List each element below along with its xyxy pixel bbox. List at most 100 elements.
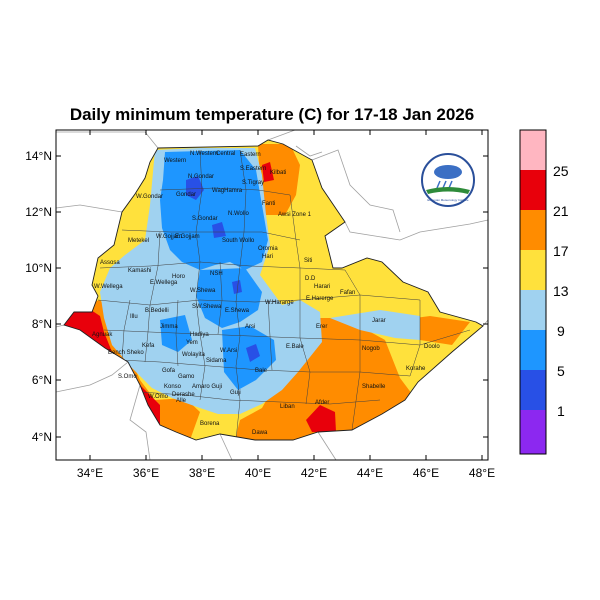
zone-label: SW.Shewa (192, 304, 222, 310)
lat-tick-14: 14°N (25, 149, 488, 163)
logo-rain (436, 180, 453, 189)
colorbar-box (520, 130, 546, 170)
zone-label: E.Gojjam (175, 234, 200, 240)
lat-tick-4: 4°N (32, 430, 488, 444)
map-title: Daily minimum temperature (C) for 17-18 … (70, 105, 474, 124)
contour-cold-central (196, 268, 262, 328)
colorbar-frame (519, 129, 547, 455)
colorbar-box (520, 370, 546, 410)
zone-label: N.Wollo (228, 211, 250, 217)
zone-label: Erer (316, 324, 327, 330)
zone-label: S.Gondar (192, 216, 218, 222)
longitude-axis: 34°E 36°E 38°E 40°E 42°E 44°E 46°E 48°E (77, 130, 495, 480)
colorbar-label: 25 (553, 163, 569, 179)
zone-label: Borena (200, 421, 220, 427)
zone-label: Yem (186, 340, 198, 346)
zone-label: Gondar (176, 192, 196, 198)
lon-tick-42: 42°E (301, 130, 327, 480)
zone-label: Shabelle (362, 384, 386, 390)
lat-tick-label: 8°N (32, 317, 52, 331)
lon-tick-label: 36°E (133, 466, 159, 480)
zone-label: Oromia (258, 246, 278, 252)
lon-tick-46: 46°E (413, 130, 439, 480)
colorbar-label: 5 (557, 363, 565, 379)
lat-tick-6: 6°N (32, 373, 488, 387)
zone-label: Hari (262, 254, 273, 260)
zone-label: S.Eastern (240, 166, 266, 172)
lat-tick-label: 4°N (32, 430, 52, 444)
zone-label: D.D (305, 276, 316, 282)
colorbar-label: 17 (553, 243, 569, 259)
zone-label: N.Western (190, 151, 218, 157)
zone-label: Gamo (178, 374, 195, 380)
zone-label: W.Omo (148, 394, 169, 400)
map-frame (55, 129, 489, 461)
colorbar-label: 9 (557, 323, 565, 339)
colorbar-box (520, 250, 546, 290)
zone-label: Bench Sheko (108, 350, 144, 356)
lon-tick-label: 34°E (77, 466, 103, 480)
lat-tick-label: 10°N (25, 261, 52, 275)
colorbar-box (520, 410, 546, 454)
zone-labels: N.Western Central Eastern Western N.Gond… (92, 151, 440, 436)
lat-tick-label: 12°N (25, 205, 52, 219)
logo-ring (421, 153, 475, 207)
contour-warm-lowlands-north (258, 144, 300, 215)
zone-label: Amaro Guji (192, 384, 222, 390)
zone-label: W.Hararge (265, 300, 294, 306)
neighbour-borders (55, 129, 489, 461)
colorbar-box (520, 330, 546, 370)
logo-ground (426, 187, 470, 194)
colorbar-label: 21 (553, 203, 569, 219)
map-panel: N.Western Central Eastern Western N.Gond… (55, 129, 489, 461)
lon-tick-label: 38°E (189, 466, 215, 480)
zone-label: Hadiya (190, 332, 209, 338)
zone-label: W.Arsi (220, 348, 237, 354)
zone-label: Korahe (406, 366, 426, 372)
zone-label: W.Gojjam (156, 234, 182, 240)
lon-tick-label: 46°E (413, 466, 439, 480)
zone-label: Arsi (245, 324, 255, 330)
zone-label: Dawa (252, 430, 268, 436)
zone-label: E.Bale (286, 344, 304, 350)
lat-tick-8: 8°N (32, 317, 488, 331)
logo-caption: Ethiopian Meteorology Institute (427, 198, 469, 202)
zone-label: Afder (315, 400, 329, 406)
zone-label: Kilbati (270, 170, 286, 176)
ethiopia-outline (63, 139, 484, 441)
zone-label: South Wollo (222, 238, 255, 244)
zone-label: Metekel (128, 238, 149, 244)
contour-coldest-cores (186, 176, 260, 362)
lon-tick-label: 48°E (469, 466, 495, 480)
colorbar-box (520, 210, 546, 250)
zone-label: Sidama (206, 358, 227, 364)
zone-label: W.Wellega (94, 284, 123, 290)
colorbar-box (520, 290, 546, 330)
zone-label: Eastern (240, 152, 261, 158)
zone-label: Konso (164, 384, 182, 390)
zone-label: Alle (176, 398, 187, 404)
zone-label: WagHamra (212, 188, 243, 194)
contour-cool-ogaden (330, 310, 420, 340)
lon-tick-34: 34°E (77, 130, 103, 480)
latitude-axis: 4°N 6°N 8°N 10°N 12°N 14°N (25, 149, 488, 444)
zone-label: Doolo (424, 344, 440, 350)
zone-label: Harari (314, 284, 330, 290)
zone-label: Agnuak (92, 332, 113, 338)
zone-label: Guji (230, 390, 241, 396)
zone-label: Central (216, 151, 235, 157)
colorbar-label: 13 (553, 283, 569, 299)
zone-label: N.Gondar (188, 174, 214, 180)
lat-tick-10: 10°N (25, 261, 488, 275)
zone-label: Western (164, 158, 186, 164)
zone-label: Nogob (362, 346, 380, 352)
zone-label: W.Shewa (190, 288, 216, 294)
lon-tick-label: 40°E (245, 466, 271, 480)
zone-label: Wolayita (182, 352, 206, 358)
zone-label: E.Harerge (306, 296, 334, 302)
colorbar: 25 21 17 13 9 5 1 (519, 129, 569, 455)
lat-tick-label: 6°N (32, 373, 52, 387)
zone-label: Jarar (372, 318, 386, 324)
zone-label: Siti (304, 258, 312, 264)
